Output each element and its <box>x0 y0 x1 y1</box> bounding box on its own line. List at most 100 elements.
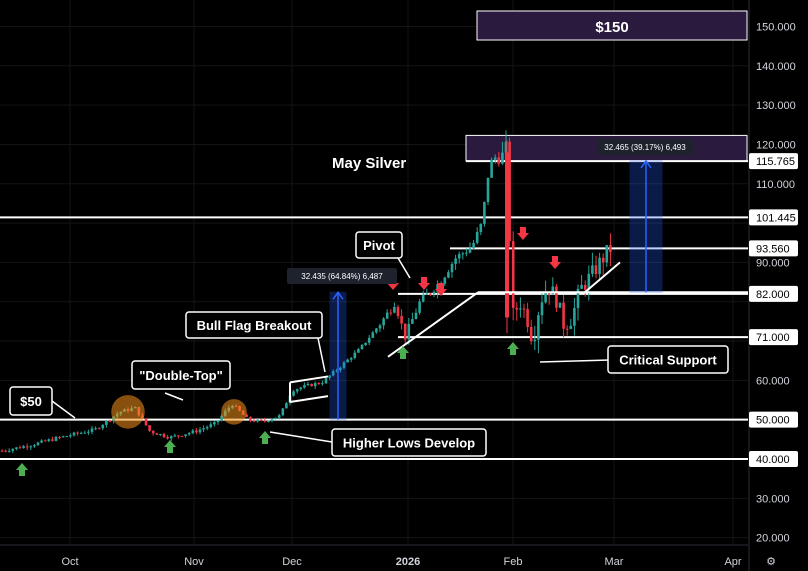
candle-body <box>443 277 447 284</box>
candle-body <box>429 293 432 295</box>
candle-body <box>558 302 562 308</box>
annotation-pivot-pointer <box>397 257 411 279</box>
candle-body <box>43 440 47 442</box>
candle-body <box>33 445 36 447</box>
candle-body <box>213 422 216 425</box>
target-zone <box>476 10 748 41</box>
candle-body <box>447 272 450 278</box>
candle-body <box>11 448 15 451</box>
candle-body <box>29 446 33 448</box>
price-tick-label: 30.000 <box>756 493 790 505</box>
candle-body <box>349 358 353 360</box>
candle-body <box>281 408 285 416</box>
down-arrow-icon <box>418 277 430 290</box>
annotation-critical-support-pointer <box>539 359 611 363</box>
candle-body <box>328 375 331 378</box>
candle-body <box>220 415 223 421</box>
candle-body <box>198 429 202 433</box>
price-tag <box>749 285 798 302</box>
candle-body <box>299 387 303 390</box>
candle-body <box>90 428 94 432</box>
annotation-double-top-box <box>131 360 231 390</box>
candle-body <box>61 436 65 438</box>
candle-body <box>79 432 83 434</box>
candle-body <box>169 436 173 439</box>
candle-body <box>598 257 601 275</box>
candle-body <box>393 306 396 313</box>
candle-body <box>195 430 198 433</box>
candle-body <box>144 418 148 426</box>
price-tag-text: 101.445 <box>756 212 796 224</box>
candle-body <box>378 325 382 329</box>
annotation-bull-flag-pointer <box>317 337 326 373</box>
candle-body <box>414 312 418 320</box>
drawings <box>16 159 748 476</box>
price-tag-text: 93.560 <box>756 243 790 255</box>
candle-body <box>303 385 306 388</box>
measure-label-bg <box>597 139 693 155</box>
candle-body <box>400 315 403 324</box>
time-tick-label: Nov <box>184 556 204 568</box>
price-axis[interactable]: 20.000 30.000 40.000 50.000 60.000 71.000 82.0… <box>748 0 798 571</box>
candle-body <box>263 420 267 422</box>
candle-body <box>277 415 281 418</box>
candle-body <box>108 420 112 422</box>
candle-body <box>202 428 205 430</box>
candle-body <box>364 342 367 346</box>
price-tick-label: 20.000 <box>756 533 790 545</box>
up-arrow-icon <box>507 342 519 355</box>
time-tick-label: Feb <box>504 556 523 568</box>
candle-body <box>187 433 191 435</box>
price-tag-text: 82.000 <box>756 289 790 301</box>
candle-body <box>65 436 69 438</box>
annotation-pivot-box <box>355 231 403 259</box>
candle-body <box>191 430 195 434</box>
resistance-zone <box>465 134 748 162</box>
candle-body <box>479 223 483 232</box>
candle-body <box>457 254 461 259</box>
annotation-fifty-text: $50 <box>20 394 42 409</box>
candle-body <box>465 252 468 254</box>
price-tick-label: 60.000 <box>756 375 790 387</box>
candle-body <box>76 432 79 434</box>
time-axis[interactable]: Oct Nov Dec 2026 Feb Mar Apr <box>0 544 748 568</box>
price-tick-label: 120.000 <box>756 139 796 151</box>
candle-body <box>537 315 540 340</box>
candle-body <box>256 419 259 422</box>
candle-body <box>51 439 54 441</box>
candle-body <box>540 302 544 316</box>
price-tag <box>749 153 798 170</box>
price-tick-label: 150.000 <box>756 21 796 33</box>
candle-body <box>184 434 187 437</box>
annotation-fifty-box <box>9 386 53 416</box>
measure-label-bg <box>287 268 397 284</box>
candle-body <box>569 325 573 329</box>
candle-body <box>497 157 501 164</box>
price-zones <box>465 10 748 162</box>
candle-body <box>249 416 252 421</box>
candle-body <box>508 141 511 242</box>
down-arrow-icon <box>549 256 561 269</box>
candle-body <box>155 433 159 435</box>
candle-body <box>87 431 90 433</box>
candle-body <box>587 273 591 290</box>
candle-body <box>522 308 526 310</box>
candle-body <box>493 157 497 160</box>
price-tag <box>749 411 798 428</box>
price-tick-label: 90.000 <box>756 257 790 269</box>
annotation-fifty-pointer <box>51 400 76 419</box>
candle-body <box>418 301 421 313</box>
candle-body <box>58 437 61 439</box>
measure-label: 32.465 (39.17%) 6,493 <box>604 143 686 152</box>
time-tick-label: 2026 <box>396 556 420 568</box>
double-top-marker <box>221 399 247 425</box>
annotation-double-top-text: "Double-Top" <box>139 368 223 383</box>
candle-body <box>583 284 587 290</box>
candle-body <box>382 318 385 326</box>
candle-body <box>461 253 465 255</box>
candle-body <box>310 383 313 387</box>
measure-arrowhead <box>332 290 344 300</box>
candle-body <box>292 391 295 396</box>
